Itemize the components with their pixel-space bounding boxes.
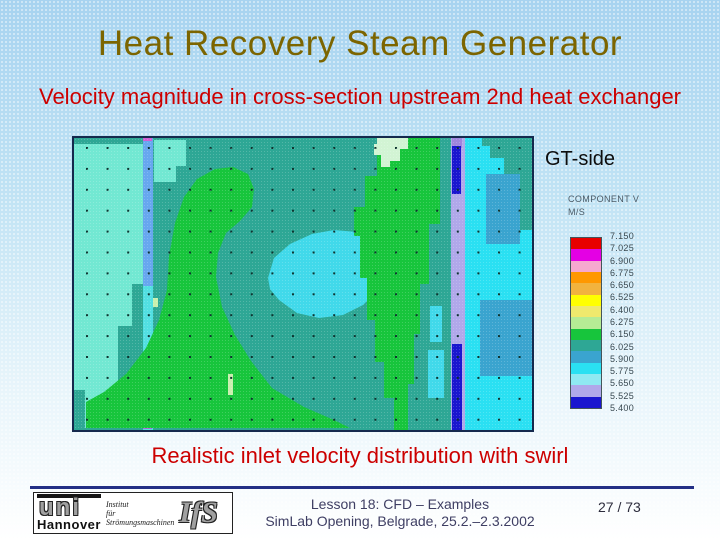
legend-value: 6.525	[610, 292, 635, 303]
uni-logo-text: uni	[37, 493, 101, 520]
legend-swatch	[571, 283, 601, 295]
legend-value: 7.150	[610, 231, 635, 241]
legend-heading: COMPONENT V M/S	[568, 193, 688, 219]
legend-value: 5.900	[610, 353, 635, 364]
slide-subtitle: Velocity magnitude in cross-section upst…	[38, 84, 682, 109]
legend-value: 5.775	[610, 366, 635, 377]
uni-hannover-logo: uni Hannover	[37, 493, 101, 533]
cfd-contour-plot	[72, 136, 534, 432]
legend-swatch	[571, 362, 601, 374]
legend-swatch	[571, 249, 601, 261]
institute-name: Institut für Strömungsmaschinen	[106, 500, 174, 527]
footer-separator	[30, 486, 694, 489]
legend-value: 6.275	[610, 316, 635, 327]
legend-swatch	[571, 396, 601, 408]
plot-border	[72, 136, 534, 432]
institute-line-1: Institut	[105, 499, 129, 509]
legend-swatch	[571, 385, 601, 397]
legend-swatch	[571, 328, 601, 340]
footer-text: Lesson 18: CFD – Examples SimLab Opening…	[190, 496, 610, 530]
institute-line-3: Strömungsmaschinen	[105, 517, 175, 527]
legend-value: 5.650	[610, 378, 635, 389]
legend-swatch	[571, 260, 601, 272]
legend-value: 5.525	[610, 390, 635, 401]
legend-swatches	[570, 237, 602, 409]
legend-value: 7.025	[610, 243, 635, 254]
footer-line-1: Lesson 18: CFD – Examples	[310, 496, 490, 512]
footer-logo-box: uni Hannover Institut für Strömungsmasch…	[33, 492, 233, 534]
legend-value: 6.400	[610, 304, 635, 315]
legend-value: 6.900	[610, 255, 635, 266]
dither-texture	[72, 136, 534, 432]
legend-values: 7.150 7.025 6.900 6.775 6.650 6.525 6.400 6.275…	[610, 231, 650, 413]
legend-value: 6.775	[610, 267, 635, 278]
gt-side-label: GT-side	[545, 148, 616, 170]
legend-value: 5.400	[610, 402, 635, 413]
legend-heading-component: COMPONENT V	[568, 194, 640, 204]
legend-swatch	[571, 238, 601, 250]
legend-value: 6.150	[610, 329, 635, 340]
legend-swatch	[571, 373, 601, 386]
slide-caption: Realistic inlet velocity distribution wi…	[151, 443, 569, 468]
uni-logo-city: Hannover	[37, 517, 101, 533]
footer-line-2: SimLab Opening, Belgrade, 25.2.–2.3.2002	[265, 513, 535, 529]
legend-swatch	[571, 271, 601, 284]
page-number: 27 / 73	[598, 499, 641, 515]
legend-swatch	[571, 294, 601, 306]
legend-swatch	[571, 339, 601, 352]
legend-swatch	[571, 351, 601, 363]
legend-value: 6.025	[610, 341, 635, 352]
slide-title: Heat Recovery Steam Generator	[97, 24, 623, 63]
legend-swatch	[571, 317, 601, 329]
institute-line-2: für	[105, 508, 116, 518]
legend-heading-units: M/S	[568, 207, 586, 217]
legend-swatch	[571, 305, 601, 318]
legend-value: 6.650	[610, 280, 635, 291]
ifs-logo: IfS	[179, 496, 218, 529]
